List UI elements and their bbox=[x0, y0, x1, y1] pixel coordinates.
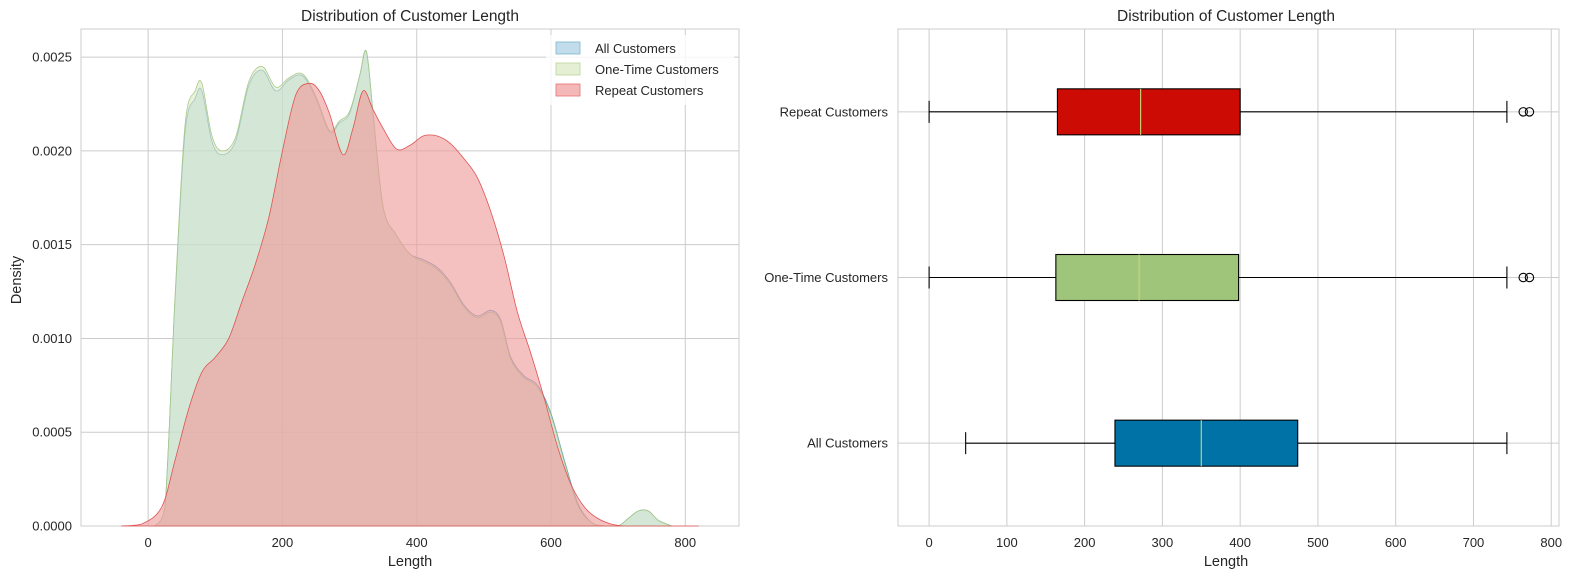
box-iqr bbox=[1055, 253, 1240, 302]
box-y-tick-label: All Customers bbox=[807, 436, 888, 451]
density-y-tick-label: 0.0015 bbox=[32, 237, 72, 252]
box-x-tick-label: 0 bbox=[925, 535, 932, 550]
box-iqr bbox=[1114, 419, 1299, 467]
density-area-repeat-customers bbox=[121, 82, 699, 527]
density-chart-title: Distribution of Customer Length bbox=[301, 8, 519, 25]
box-repeat-customers bbox=[928, 88, 1535, 136]
density-y-tick-label: 0.0005 bbox=[32, 425, 72, 440]
legend-swatch-all-customers bbox=[555, 41, 581, 55]
density-y-tick-label: 0.0020 bbox=[32, 143, 72, 158]
legend-swatch-one-time-customers bbox=[555, 62, 581, 76]
box-all-customers bbox=[965, 419, 1508, 467]
box-x-tick-label: 700 bbox=[1463, 535, 1485, 550]
box-y-tick-label: One-Time Customers bbox=[764, 270, 888, 285]
density-areas bbox=[121, 49, 699, 527]
outlier-point bbox=[1518, 107, 1528, 117]
outlier-point bbox=[1518, 272, 1528, 283]
box-x-axis-label: Length bbox=[1204, 554, 1248, 570]
box-chart-title: Distribution of Customer Length bbox=[1117, 8, 1335, 25]
box-x-tick-label: 400 bbox=[1229, 535, 1251, 550]
legend-label-repeat-customers: Repeat Customers bbox=[595, 83, 704, 98]
density-x-tick-label: 600 bbox=[540, 535, 562, 550]
legend-label-all-customers: All Customers bbox=[595, 41, 676, 56]
density-y-tick-label: 0.0025 bbox=[32, 50, 72, 65]
box-x-tick-label: 300 bbox=[1152, 535, 1174, 550]
box-x-tick-label: 500 bbox=[1307, 535, 1329, 550]
box-y-ticks: All Customers One-Time Customers Repeat Cu… bbox=[764, 104, 888, 450]
density-y-tick-label: 0.0010 bbox=[32, 331, 72, 346]
box-x-tick-label: 100 bbox=[996, 535, 1018, 550]
box-chart: 0 100 200 300 400 500 600 700 800 All Customers O… bbox=[764, 8, 1562, 570]
box-elements bbox=[928, 88, 1535, 467]
density-y-tick-label: 0.0000 bbox=[32, 519, 72, 534]
density-chart: 0 200 400 600 800 0.00000.00050.00100.00150.… bbox=[9, 8, 740, 570]
density-x-tick-label: 400 bbox=[406, 535, 428, 550]
density-x-tick-label: 200 bbox=[272, 535, 294, 550]
box-one-time-customers bbox=[928, 253, 1535, 302]
box-x-tick-label: 600 bbox=[1385, 535, 1407, 550]
box-x-tick-label: 200 bbox=[1074, 535, 1096, 550]
legend-label-one-time-customers: One-Time Customers bbox=[595, 62, 719, 77]
density-x-ticks: 0 200 400 600 800 bbox=[145, 535, 697, 550]
density-legend: All Customers One-Time Customers Repeat … bbox=[546, 35, 734, 105]
box-iqr bbox=[1056, 88, 1241, 136]
legend-swatch-repeat-customers bbox=[555, 83, 581, 97]
density-x-tick-label: 0 bbox=[145, 535, 152, 550]
box-y-tick-label: Repeat Customers bbox=[780, 104, 889, 119]
box-x-tick-label: 800 bbox=[1540, 535, 1562, 550]
density-y-axis-label: Density bbox=[9, 255, 25, 304]
density-y-ticks: 0.0000 0.0005 0.0010 0.0015 0.0020 0.0025 bbox=[32, 50, 72, 534]
outlier-point bbox=[1524, 272, 1535, 283]
density-x-axis-label: Length bbox=[388, 554, 432, 570]
outlier-point bbox=[1524, 107, 1535, 117]
density-x-tick-label: 800 bbox=[674, 535, 696, 550]
box-x-ticks: 0 100 200 300 400 500 600 700 800 bbox=[925, 535, 1562, 550]
